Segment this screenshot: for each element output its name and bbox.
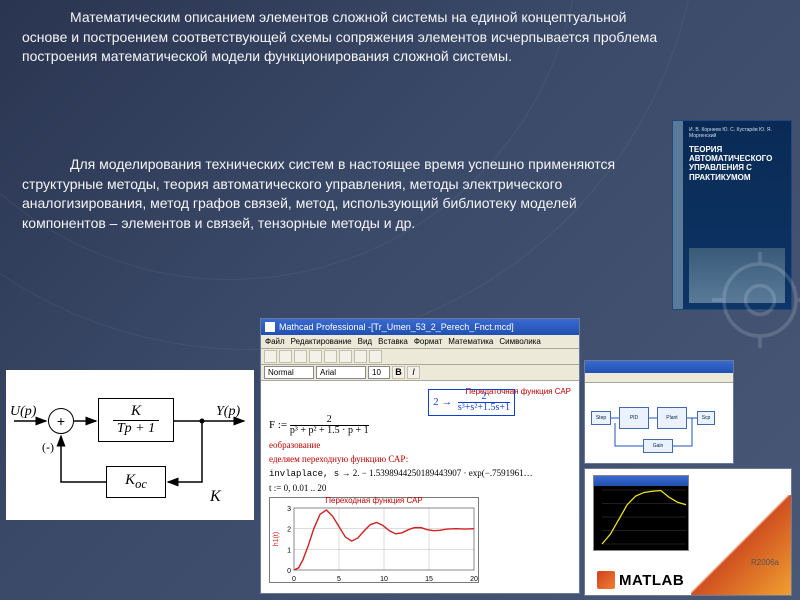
sim-block-gain[interactable]: Gain bbox=[643, 439, 673, 453]
tb-italic-icon[interactable]: I bbox=[407, 366, 420, 379]
simulink-canvas[interactable]: Step PID Plant Scp Gain bbox=[585, 383, 733, 463]
mathcad-document[interactable]: Передаточная функция САР 2 → 2s³+s²+1.5s… bbox=[261, 381, 579, 593]
poly-lhs: F := bbox=[269, 419, 290, 431]
svg-text:2: 2 bbox=[287, 527, 291, 534]
sim-block-plant[interactable]: Plant bbox=[657, 407, 687, 429]
matlab-logo-text: MATLAB bbox=[619, 572, 684, 589]
matlab-version: R2006a bbox=[751, 558, 779, 567]
control-block-diagram: U(p) + (-) K Tp + 1 Koc Y(p) K bbox=[6, 370, 254, 520]
tb-copy-icon[interactable] bbox=[339, 350, 352, 363]
para1-text: Математическим описанием элементов сложн… bbox=[22, 8, 662, 67]
svg-text:h1(t): h1(t) bbox=[273, 532, 280, 546]
comment-1: еобразование bbox=[269, 440, 571, 450]
mathcad-titlebar[interactable]: Mathcad Professional - [Tr_Umen_53_2_Per… bbox=[261, 319, 579, 335]
inv-lbl: invlaplace, s bbox=[269, 469, 339, 479]
tb-open-icon[interactable] bbox=[279, 350, 292, 363]
svg-text:3: 3 bbox=[287, 506, 291, 513]
sim-block-scp[interactable]: Scp bbox=[697, 411, 715, 425]
book-spine bbox=[673, 121, 683, 309]
tb-bold-icon[interactable]: B bbox=[392, 366, 405, 379]
tf-den: s³+s²+1.5s+1 bbox=[458, 402, 510, 413]
matlab-logo-icon bbox=[597, 571, 615, 589]
simulink-menubar[interactable] bbox=[585, 373, 733, 383]
matlab-logo: MATLAB bbox=[597, 571, 684, 589]
mathcad-toolbar-1[interactable] bbox=[261, 349, 579, 365]
font-select[interactable]: Arial bbox=[316, 366, 366, 379]
intro-paragraph-2: Для моделирования технических систем в н… bbox=[22, 155, 662, 233]
t-def: t := 0, 0.01 .. 20 bbox=[269, 483, 571, 493]
svg-text:0: 0 bbox=[292, 576, 296, 582]
inv-res: → 2. − 1.5398944250189443907 · exp(−.759… bbox=[341, 468, 532, 478]
svg-text:20: 20 bbox=[470, 576, 478, 582]
style-select[interactable]: Normal bbox=[264, 366, 314, 379]
tb-print-icon[interactable] bbox=[309, 350, 322, 363]
tb-cut-icon[interactable] bbox=[324, 350, 337, 363]
menu-файл[interactable]: Файл bbox=[265, 337, 285, 346]
menu-математика[interactable]: Математика bbox=[448, 337, 493, 346]
scope-titlebar[interactable] bbox=[594, 476, 688, 486]
decorative-gear-icon bbox=[690, 240, 800, 360]
simulink-titlebar[interactable] bbox=[585, 361, 733, 373]
menu-вставка[interactable]: Вставка bbox=[378, 337, 408, 346]
para2-text: Для моделирования технических систем в н… bbox=[22, 155, 662, 233]
sim-block-pid[interactable]: PID bbox=[619, 407, 649, 429]
menu-формат[interactable]: Формат bbox=[414, 337, 442, 346]
svg-text:5: 5 bbox=[337, 576, 341, 582]
tf-num: 2 bbox=[481, 392, 486, 402]
book-title: ТЕОРИЯ АВТОМАТИЧЕСКОГО УПРАВЛЕНИЯ С ПРАК… bbox=[689, 145, 785, 182]
simulink-window: Step PID Plant Scp Gain bbox=[584, 360, 734, 464]
invlaplace-line: invlaplace, s → 2. − 1.53989442501894439… bbox=[269, 468, 571, 479]
tb-new-icon[interactable] bbox=[264, 350, 277, 363]
intro-paragraph-1: Математическим описанием элементов сложн… bbox=[22, 8, 662, 67]
tb-paste-icon[interactable] bbox=[354, 350, 367, 363]
sim-block-step[interactable]: Step bbox=[591, 411, 611, 425]
fontsize-select[interactable]: 10 bbox=[368, 366, 390, 379]
mathcad-menubar[interactable]: Файл Редактирование Вид Вставка Формат Матема… bbox=[261, 335, 579, 349]
matlab-corner-art bbox=[691, 495, 791, 595]
mathcad-window: Mathcad Professional - [Tr_Umen_53_2_Per… bbox=[260, 318, 580, 594]
chart-title: Переходная функция САР bbox=[325, 496, 422, 505]
svg-text:1: 1 bbox=[287, 547, 291, 554]
menu-редактирование[interactable]: Редактирование bbox=[291, 337, 352, 346]
mathcad-toolbar-2[interactable]: Normal Arial 10 B I bbox=[261, 365, 579, 381]
matlab-scope bbox=[593, 475, 689, 551]
book-authors: И. В. Корнеев Ю. С. Кустарёв Ю. Я. Морге… bbox=[689, 127, 785, 139]
menu-вид[interactable]: Вид bbox=[358, 337, 372, 346]
matlab-box: MATLAB R2006a bbox=[584, 468, 792, 596]
tf-arrow: 2 → bbox=[433, 396, 455, 408]
diagram-arrows bbox=[6, 370, 254, 520]
svg-text:0: 0 bbox=[287, 568, 291, 575]
menu-символика[interactable]: Символика bbox=[499, 337, 540, 346]
poly-eq: F := 2p³ + p² + 1.5 · p + 1 bbox=[269, 415, 571, 436]
mathcad-title-doc: [Tr_Umen_53_2_Perech_Fnct.mcd] bbox=[371, 322, 514, 332]
step-response-chart: Переходная функция САР 0 1 2 3 0 5 10 15 20 h1(t) bbox=[269, 497, 479, 583]
svg-text:15: 15 bbox=[425, 576, 433, 582]
tb-save-icon[interactable] bbox=[294, 350, 307, 363]
tb-undo-icon[interactable] bbox=[369, 350, 382, 363]
comment-2: еделяем переходную функцию САР: bbox=[269, 454, 571, 464]
transfer-function-eq: 2 → 2s³+s²+1.5s+1 bbox=[428, 389, 515, 416]
mathcad-title-prefix: Mathcad Professional - bbox=[279, 322, 371, 332]
mathcad-app-icon bbox=[265, 322, 275, 332]
poly-den: p³ + p² + 1.5 · p + 1 bbox=[290, 425, 369, 436]
svg-text:10: 10 bbox=[380, 576, 388, 582]
